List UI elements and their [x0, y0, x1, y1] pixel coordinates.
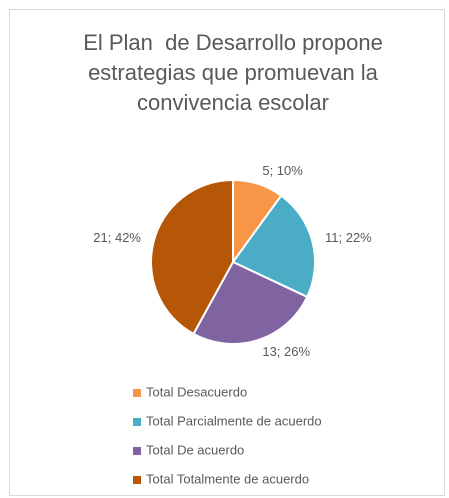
- legend-swatch: [133, 476, 141, 484]
- data-label: 21; 42%: [93, 230, 141, 245]
- data-label: 13; 26%: [262, 344, 310, 359]
- chart-border: [9, 9, 445, 496]
- legend-label: Total Parcialmente de acuerdo: [146, 413, 322, 428]
- chart-title: El Plan de Desarrollo propone estrategia…: [83, 30, 389, 115]
- legend-swatch: [133, 418, 141, 426]
- data-label: 5; 10%: [262, 163, 303, 178]
- pie-slice: [150, 178, 234, 336]
- data-label: 11; 22%: [325, 230, 372, 245]
- legend-label: Total De acuerdo: [146, 442, 244, 457]
- legend-label: Total Desacuerdo: [146, 384, 247, 399]
- legend-swatch: [133, 447, 141, 455]
- legend-label: Total Totalmente de acuerdo: [146, 471, 309, 486]
- legend-swatch: [133, 389, 141, 397]
